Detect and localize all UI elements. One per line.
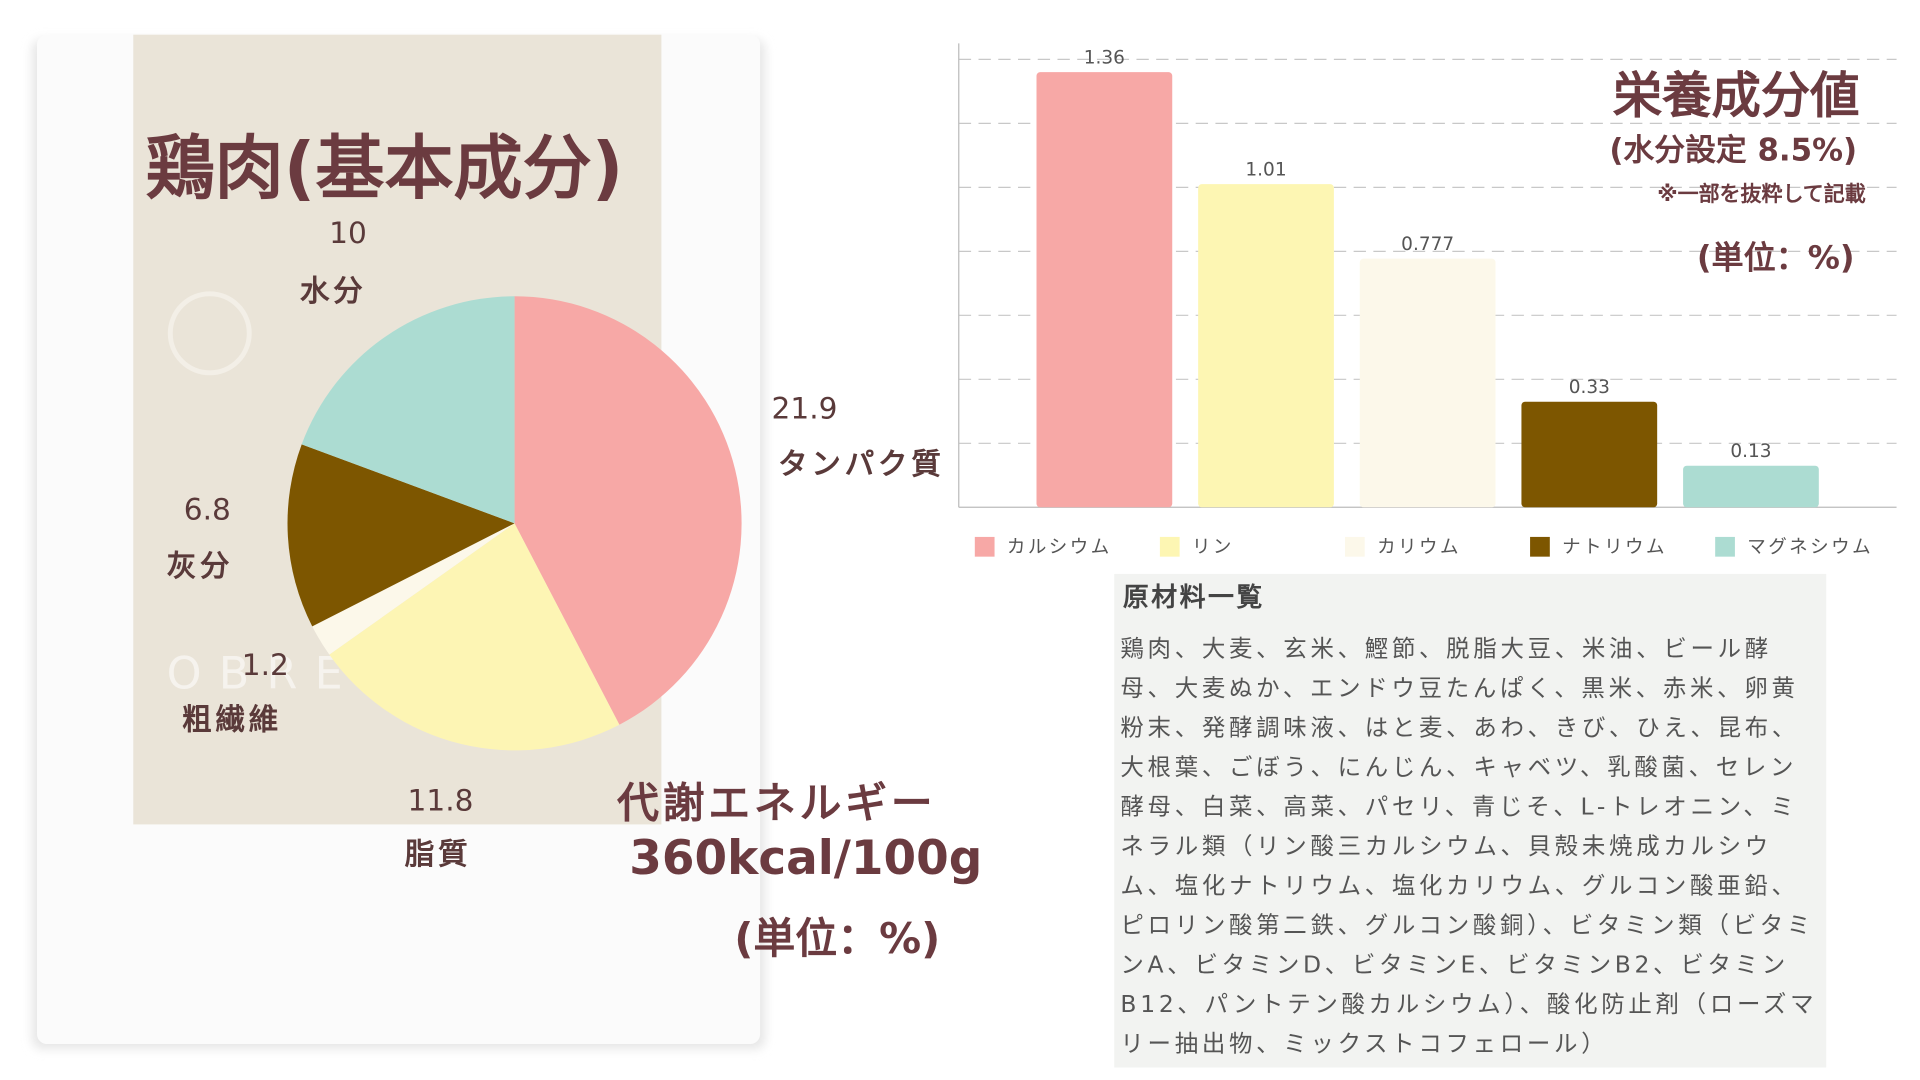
value-label: 1.2 <box>242 648 289 682</box>
pie-slice <box>514 296 742 725</box>
bar <box>1683 465 1819 508</box>
bar <box>1036 72 1173 508</box>
ingredients-frame: 鶏肉、大麦、玄米、鰹節、脱脂大豆、米油、ビール酵母、大麦ぬか、エンドウ豆たんぱく… <box>1120 635 1818 1058</box>
pie-slice <box>301 296 515 524</box>
category-label: 灰分 <box>167 549 234 583</box>
unit-label: (単位：%) <box>1697 238 1855 276</box>
ingredients-box <box>1114 573 1827 1068</box>
chart-subtitle: (水分設定 8.5%) <box>1609 132 1857 168</box>
value-label: 1.36 <box>1084 48 1125 69</box>
bar <box>1521 401 1658 508</box>
legend-label: カリウム <box>1377 537 1461 558</box>
energy-label: 代謝エネルギー <box>616 778 936 827</box>
pie-slice <box>287 444 515 627</box>
legend-label: マグネシウム <box>1747 537 1873 558</box>
value-label: 11.8 <box>408 784 474 818</box>
value-label: 21.9 <box>772 391 838 425</box>
value-label: 6.8 <box>184 493 231 527</box>
category-label: 水分 <box>300 274 367 308</box>
bar <box>1198 184 1334 508</box>
category-label: 粗繊維 <box>182 702 282 736</box>
pie-chart: 鶏肉(基本成分) 21.9 タンパク質 11.8 脂質 1.2 粗繊維 6.8 灰分 10 水分 <box>146 129 945 871</box>
bar-chart: 1.36 カルシウム 1.01 リン 0.777 カリウム 0.33 ナトリウム 0.13 マグネ… <box>958 43 1897 558</box>
legend-swatch <box>1530 536 1550 557</box>
ingredients-text: 鶏肉、大麦、玄米、鰹節、脱脂大豆、米油、ビール酵母、大麦ぬか、エンドウ豆たんぱく… <box>1120 635 1818 1058</box>
category-label: タンパク質 <box>778 447 945 481</box>
energy-value: 360kcal/100g <box>629 831 982 886</box>
legend-label: リン <box>1192 537 1234 558</box>
pie-slice <box>312 523 515 655</box>
value-label: 10 <box>329 216 367 250</box>
category-label: 脂質 <box>405 837 472 871</box>
chart-note: ※一部を抜粋して記載 <box>1657 182 1866 206</box>
value-label: 1.01 <box>1245 160 1286 181</box>
chart-title: 栄養成分値 <box>1613 66 1860 124</box>
package-logo <box>167 291 252 376</box>
value-label: 0.13 <box>1730 441 1771 462</box>
pie-slice <box>329 523 620 751</box>
legend-label: ナトリウム <box>1562 537 1667 558</box>
legend-swatch <box>1344 536 1365 557</box>
legend-swatch <box>1715 536 1735 557</box>
legend-swatch <box>1159 536 1180 557</box>
bar <box>1359 258 1496 508</box>
value-label: 0.33 <box>1569 377 1610 398</box>
ingredients-heading: 原材料一覧 <box>1123 583 1265 613</box>
brand: OBRE <box>167 648 360 699</box>
chart-note: (単位：%) <box>734 914 940 963</box>
value-label: 0.777 <box>1401 234 1454 255</box>
legend-label: カルシウム <box>1007 537 1112 558</box>
legend-swatch <box>974 536 995 557</box>
chart-title: 鶏肉(基本成分) <box>146 129 624 209</box>
